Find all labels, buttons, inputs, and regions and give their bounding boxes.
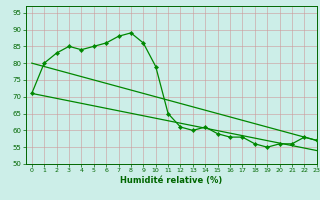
X-axis label: Humidité relative (%): Humidité relative (%) [120,176,222,185]
